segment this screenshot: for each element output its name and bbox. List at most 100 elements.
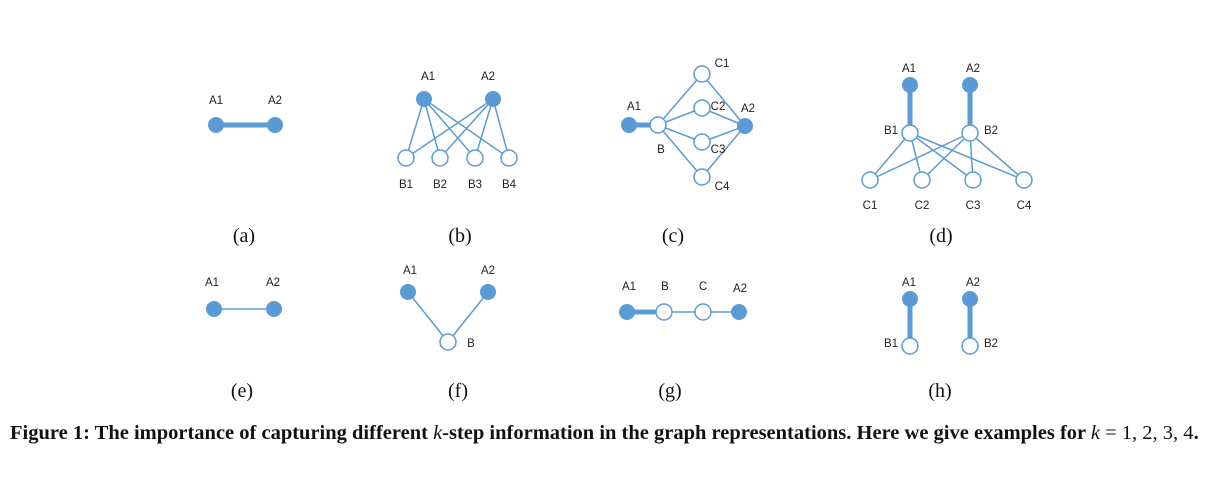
label-c1: C1 — [715, 58, 730, 70]
edge-c1-a2 — [701, 73, 746, 127]
node-a1 — [208, 117, 224, 133]
label-b: B — [657, 144, 665, 156]
node-a1 — [902, 77, 918, 93]
node-a2 — [267, 117, 283, 133]
node-a2 — [266, 301, 282, 317]
caption-end: . — [1193, 422, 1199, 444]
edge-b-c1 — [657, 73, 703, 126]
panel-a: A1 A2 (a) — [208, 95, 283, 247]
label-b: B — [661, 281, 669, 293]
edge-b2-c1 — [869, 132, 971, 181]
label-a2: A2 — [733, 283, 747, 295]
label-c1: C1 — [863, 200, 878, 212]
edge-b1-c1 — [869, 132, 911, 181]
node-a1 — [206, 301, 222, 317]
node-c — [694, 303, 712, 321]
edge-c4-a2 — [701, 125, 746, 178]
subcaption-c: (c) — [662, 225, 684, 247]
panel-b: A1 A2 B1 B2 B3 B4 (b) — [397, 71, 518, 247]
caption-middle: -step information in the graph represent… — [442, 422, 1091, 444]
label-c2: C2 — [711, 101, 726, 113]
node-c3 — [964, 171, 982, 189]
edge-b1-c4 — [909, 132, 1025, 181]
label-a1: A1 — [403, 265, 417, 277]
label-b1: B1 — [884, 125, 898, 137]
node-b2 — [961, 337, 979, 355]
label-c4: C4 — [715, 181, 730, 193]
label-b2: B2 — [984, 125, 998, 137]
label-c3: C3 — [711, 144, 726, 156]
edge-a2-b2 — [439, 98, 494, 159]
edge-a2-b1 — [405, 98, 494, 159]
label-b1: B1 — [399, 179, 413, 191]
edge-a1-b — [407, 291, 449, 343]
node-a2 — [731, 304, 747, 320]
node-b — [655, 303, 673, 321]
label-a2: A2 — [268, 95, 282, 107]
node-a2 — [485, 91, 501, 107]
label-b: B — [467, 338, 475, 350]
node-b1 — [901, 337, 919, 355]
figure-diagram: A1 A2 (a) A1 A2 B1 B2 B3 B4 (b) — [205, 58, 1033, 402]
label-c4: C4 — [1017, 200, 1032, 212]
label-a2: A2 — [266, 277, 280, 289]
panel-d: A1 A2 B1 B2 C1 C2 C3 C4 (d) — [861, 63, 1033, 247]
subcaption-b: (b) — [448, 225, 471, 247]
caption-equals: = 1, 2, 3, 4 — [1100, 422, 1194, 444]
label-c3: C3 — [966, 200, 981, 212]
label-c2: C2 — [915, 200, 930, 212]
node-b — [439, 333, 457, 351]
edge-a2-b3 — [474, 98, 494, 159]
node-c3 — [693, 133, 711, 151]
label-a2: A2 — [966, 63, 980, 75]
edge-a1-b2 — [423, 98, 441, 159]
node-a1 — [902, 291, 918, 307]
node-b1 — [397, 149, 415, 167]
caption-k-symbol: k — [433, 422, 443, 444]
subcaption-g: (g) — [658, 380, 681, 402]
node-b2 — [431, 149, 449, 167]
label-b3: B3 — [468, 179, 482, 191]
node-a1 — [416, 91, 432, 107]
label-a1: A1 — [622, 281, 636, 293]
edge-b2-c2 — [921, 132, 971, 181]
edge-b-c4 — [657, 124, 703, 178]
edge-a1-b1 — [405, 98, 425, 159]
edge-b2-c4 — [969, 132, 1025, 181]
subcaption-h: (h) — [928, 380, 951, 402]
node-c4 — [693, 168, 711, 186]
subcaption-d: (d) — [929, 225, 952, 247]
panel-c: A1 B C1 C2 C3 C4 A2 (c) — [621, 58, 755, 247]
node-a1 — [400, 284, 416, 300]
edge-a2-b — [447, 291, 489, 343]
node-c1 — [861, 171, 879, 189]
label-a1: A1 — [421, 71, 435, 83]
node-c2 — [913, 171, 931, 189]
node-b2 — [961, 124, 979, 142]
node-a1 — [621, 117, 637, 133]
label-a1: A1 — [205, 277, 219, 289]
node-c1 — [693, 65, 711, 83]
node-a2 — [962, 77, 978, 93]
node-b — [649, 116, 667, 134]
subcaption-f: (f) — [448, 380, 468, 402]
label-a2: A2 — [966, 277, 980, 289]
label-a1: A1 — [209, 95, 223, 107]
node-a2 — [962, 291, 978, 307]
label-b4: B4 — [502, 179, 517, 191]
node-b1 — [901, 124, 919, 142]
label-b2: B2 — [984, 338, 998, 350]
node-c2 — [693, 99, 711, 117]
caption-k-symbol-2: k — [1090, 422, 1100, 444]
label-a1: A1 — [627, 101, 641, 113]
subcaption-e: (e) — [231, 380, 253, 402]
label-a2: A2 — [741, 103, 755, 115]
edge-a2-b4 — [492, 98, 510, 159]
edge-b1-c3 — [909, 132, 974, 181]
node-c4 — [1015, 171, 1033, 189]
node-b3 — [466, 149, 484, 167]
label-a2: A2 — [481, 265, 495, 277]
node-a2 — [737, 118, 753, 134]
caption-prefix: Figure 1: The importance of capturing di… — [10, 422, 434, 444]
label-b1: B1 — [884, 338, 898, 350]
